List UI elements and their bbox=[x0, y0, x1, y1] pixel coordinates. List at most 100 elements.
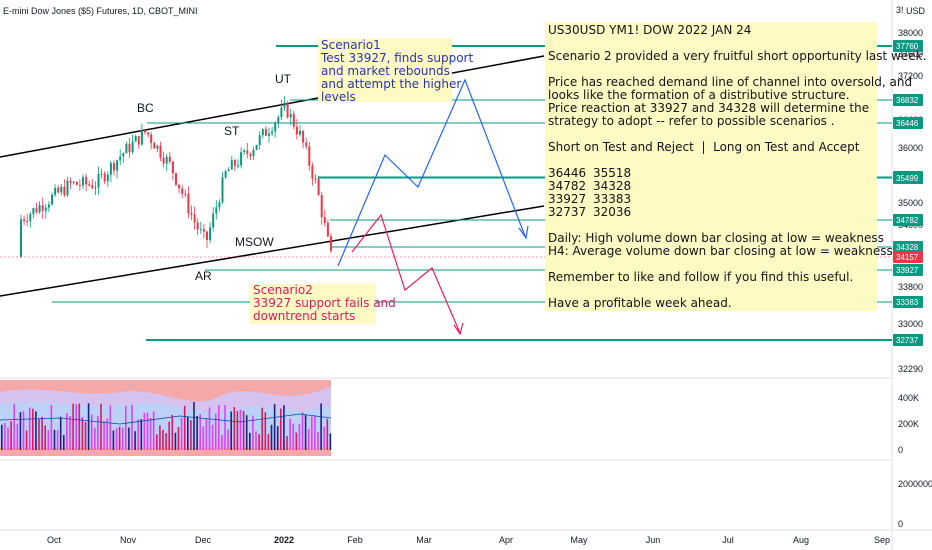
price-level-badge-text: 36446 bbox=[896, 119, 919, 128]
notes-line: Price reaction at 33927 and 34328 will d… bbox=[548, 101, 870, 115]
price-level-badge-text: 33383 bbox=[896, 298, 919, 307]
candle-body bbox=[41, 205, 44, 211]
notes-line: Scenario 2 provided a very fruitful shor… bbox=[548, 49, 927, 63]
channel-lower-line[interactable] bbox=[0, 205, 545, 297]
volume-bar bbox=[100, 403, 102, 450]
candle-body bbox=[119, 156, 122, 161]
level-value: 34328 bbox=[593, 179, 632, 193]
volume-bar bbox=[258, 434, 260, 450]
price-level-badge bbox=[893, 334, 923, 346]
candle-body bbox=[72, 181, 75, 183]
candle-body bbox=[308, 146, 311, 166]
level-value: 33383 bbox=[593, 192, 632, 206]
candle-body bbox=[243, 150, 246, 153]
price-tick: 33800 bbox=[898, 282, 923, 292]
candle-body bbox=[103, 173, 106, 182]
candle-body bbox=[237, 165, 239, 167]
volume-bar bbox=[134, 431, 136, 450]
candle-body bbox=[134, 136, 137, 142]
scenario1-note[interactable]: Scenario1 Test 33927, finds support and … bbox=[318, 38, 474, 104]
candle-body bbox=[258, 135, 261, 146]
candle-body bbox=[202, 229, 205, 232]
volume-bar bbox=[66, 412, 68, 450]
candle-body bbox=[88, 184, 91, 186]
candle-body bbox=[38, 205, 41, 213]
notes-box[interactable]: US30USD YM1! DOW 2022 JAN 24 Scenario 2 … bbox=[545, 22, 927, 311]
volume-bar bbox=[298, 424, 301, 450]
volume-bar bbox=[218, 404, 220, 450]
candle-body bbox=[246, 150, 249, 154]
volume-bar bbox=[261, 407, 263, 450]
candle-body bbox=[209, 227, 212, 241]
price-tick: 37600 bbox=[898, 49, 923, 59]
volume-bar bbox=[159, 425, 161, 450]
price-level-badge-text: 32737 bbox=[896, 336, 919, 345]
scenario1-line: and market rebounds bbox=[321, 64, 450, 78]
candle-body bbox=[125, 143, 128, 154]
volume-bar bbox=[78, 403, 81, 450]
volume-bar bbox=[196, 416, 198, 450]
volume-bar bbox=[183, 405, 186, 450]
volume-bar bbox=[295, 432, 298, 450]
candle-body bbox=[264, 129, 267, 136]
scenario2-arrowhead bbox=[453, 322, 464, 336]
volume-bar bbox=[84, 422, 87, 450]
volume-bar bbox=[112, 430, 115, 450]
channel-lines[interactable] bbox=[0, 55, 545, 297]
candle-body bbox=[116, 160, 119, 171]
volume-bar bbox=[264, 412, 267, 450]
volume-bar bbox=[233, 407, 236, 450]
price-tick-top-partial: 3! bbox=[896, 5, 904, 15]
price-tick: 32290 bbox=[898, 364, 923, 374]
chart-title: E-mini Dow Jones ($5) Futures, 1D, CBOT_… bbox=[3, 6, 198, 16]
channel-upper-line[interactable] bbox=[0, 55, 545, 158]
scenario1-arrowhead bbox=[518, 225, 529, 240]
candle-body bbox=[277, 117, 280, 124]
volume-bar bbox=[214, 413, 217, 450]
volume-bar bbox=[32, 408, 34, 450]
scenario2-path[interactable] bbox=[351, 213, 461, 334]
label-ar: AR bbox=[195, 269, 212, 283]
candle-body bbox=[32, 208, 35, 215]
scenario1-line: Test 33927, finds support bbox=[321, 51, 474, 65]
candle-body bbox=[289, 113, 292, 118]
volume-bar bbox=[63, 435, 65, 450]
level-value: 36446 bbox=[548, 166, 587, 180]
currency-label: USD bbox=[906, 6, 926, 16]
volume-bar bbox=[125, 405, 127, 450]
volume-bar bbox=[165, 433, 167, 450]
price-level-badge bbox=[893, 40, 923, 52]
scenario2-note[interactable]: Scenario2 33927 support fails and downtr… bbox=[250, 284, 396, 324]
candle-body bbox=[193, 214, 196, 223]
volume-tick: 0 bbox=[898, 445, 903, 455]
volume-bar bbox=[320, 403, 322, 450]
volume-bar bbox=[304, 414, 307, 450]
candle-body bbox=[326, 222, 329, 237]
candle-body bbox=[165, 156, 168, 164]
scenario1-path[interactable] bbox=[337, 78, 526, 267]
candle-body bbox=[311, 165, 314, 179]
time-tick: Sep bbox=[874, 535, 890, 545]
volume-bar bbox=[221, 435, 223, 450]
volume-bar bbox=[276, 426, 279, 450]
candle-body bbox=[171, 161, 174, 174]
volume-bar bbox=[289, 418, 291, 450]
level-value: 32036 bbox=[593, 205, 632, 219]
price-level-badge-text: 34157 bbox=[896, 253, 919, 262]
candle-body bbox=[317, 178, 320, 196]
price-level-badge bbox=[893, 214, 923, 226]
candle-body bbox=[199, 229, 202, 231]
volume-tick: 400K bbox=[898, 393, 919, 403]
volume-bar bbox=[230, 411, 232, 450]
volume-bar bbox=[252, 415, 254, 450]
volume-bar bbox=[53, 429, 56, 450]
volume-bar bbox=[140, 419, 143, 450]
notes-line: Price has reached demand line of channel… bbox=[548, 75, 913, 89]
time-axis[interactable]: Oct Nov Dec 2022 Feb Mar Apr May Jun Jul… bbox=[47, 535, 890, 545]
candle-body bbox=[29, 214, 32, 222]
candle-body bbox=[323, 217, 326, 223]
volume-bar bbox=[273, 404, 276, 450]
candle-body bbox=[100, 173, 103, 175]
candle-body bbox=[47, 204, 50, 208]
